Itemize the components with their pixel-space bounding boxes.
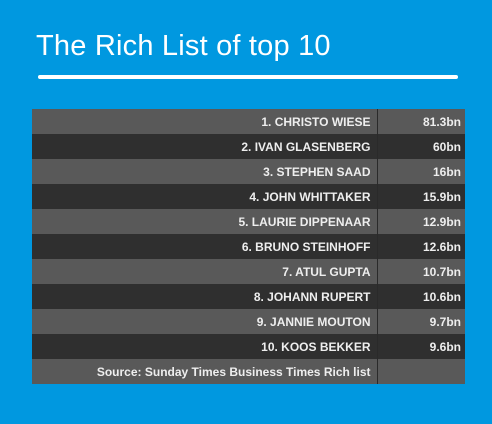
source-row: Source: Sunday Times Business Times Rich… xyxy=(32,359,465,384)
chart-title: The Rich List of top 10 xyxy=(36,30,331,62)
name-cell: 2. IVAN GLASENBERG xyxy=(32,134,378,159)
table-row: 1. CHRISTO WIESE 81.3bn xyxy=(32,109,465,134)
table-row: 10. KOOS BEKKER 9.6bn xyxy=(32,334,465,359)
name-cell: 9. JANNIE MOUTON xyxy=(32,309,378,334)
table-row: 5. LAURIE DIPPENAAR 12.9bn xyxy=(32,209,465,234)
value-cell: 81.3bn xyxy=(422,114,461,129)
name-cell: 7. ATUL GUPTA xyxy=(32,259,378,284)
table-row: 6. BRUNO STEINHOFF 12.6bn xyxy=(32,234,465,259)
source-note: Source: Sunday Times Business Times Rich… xyxy=(32,359,378,384)
name-cell: 10. KOOS BEKKER xyxy=(32,334,378,359)
name-cell: 3. STEPHEN SAAD xyxy=(32,159,378,184)
value-cell: 10.7bn xyxy=(422,264,461,279)
table-row: 7. ATUL GUPTA 10.7bn xyxy=(32,259,465,284)
title-underline xyxy=(38,75,458,79)
name-cell: 5. LAURIE DIPPENAAR xyxy=(32,209,378,234)
value-cell: 60bn xyxy=(432,139,461,154)
table-row: 8. JOHANN RUPERT 10.6bn xyxy=(32,284,465,309)
value-cell: 12.6bn xyxy=(422,239,461,254)
source-empty-cell xyxy=(377,359,465,384)
table-row: 3. STEPHEN SAAD 16bn xyxy=(32,159,465,184)
rich-list-table: 1. CHRISTO WIESE 81.3bn 2. IVAN GLASENBE… xyxy=(32,109,465,384)
value-cell: 10.6bn xyxy=(422,289,461,304)
value-cell: 9.7bn xyxy=(429,314,461,329)
value-cell: 16bn xyxy=(432,164,461,179)
name-cell: 6. BRUNO STEINHOFF xyxy=(32,234,378,259)
value-cell: 12.9bn xyxy=(422,214,461,229)
name-cell: 1. CHRISTO WIESE xyxy=(32,109,378,134)
value-cell: 15.9bn xyxy=(422,189,461,204)
table-row: 4. JOHN WHITTAKER 15.9bn xyxy=(32,184,465,209)
table-row: 2. IVAN GLASENBERG 60bn xyxy=(32,134,465,159)
value-cell: 9.6bn xyxy=(429,339,461,354)
name-cell: 8. JOHANN RUPERT xyxy=(32,284,378,309)
name-cell: 4. JOHN WHITTAKER xyxy=(32,184,378,209)
rich-list-body: 1. CHRISTO WIESE 81.3bn 2. IVAN GLASENBE… xyxy=(32,109,465,384)
table-row: 9. JANNIE MOUTON 9.7bn xyxy=(32,309,465,334)
